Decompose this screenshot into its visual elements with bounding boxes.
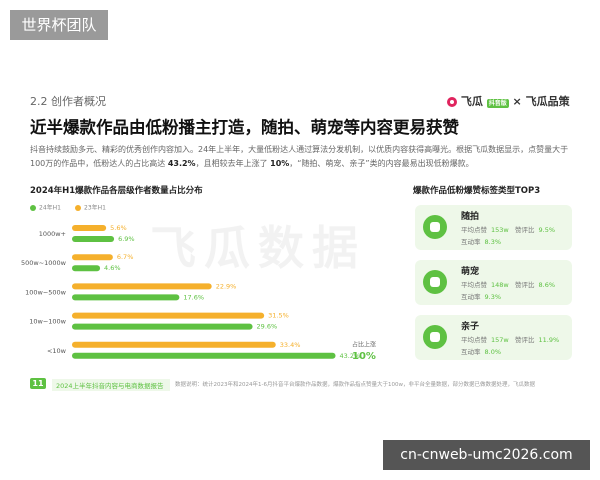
category-label: 100w~500w (25, 288, 67, 296)
tag-card: 萌宠平均点赞 148w 赞评比 8.6% 互动率 9.3% (415, 260, 572, 305)
metric-name: 赞评比 (515, 226, 535, 234)
bar (72, 254, 113, 261)
highlight: 43.2% (167, 159, 196, 168)
title: 近半爆款作品由低粉播主打造，随拍、萌宠等内容更易获赞 (30, 118, 459, 137)
tag-label: 亲子 (461, 322, 480, 332)
value-label: 22.9% (216, 282, 237, 290)
category-label: 1000w+ (39, 230, 66, 238)
metric-value: 9.5% (538, 226, 556, 234)
metric-value: 8.6% (538, 281, 556, 289)
tag-label: 随拍 (461, 212, 480, 222)
metric-name: 互动率 (461, 348, 481, 356)
metric-name: 赞评比 (515, 336, 535, 344)
value-label: 29.6% (257, 323, 278, 331)
legend-label: 23年H1 (84, 204, 106, 212)
value-label: 6.9% (118, 235, 135, 243)
value-label: 6.7% (117, 253, 134, 261)
tag-icon (423, 270, 447, 294)
value-label: 5.6% (110, 224, 127, 232)
tag-card: 随拍平均点赞 153w 赞评比 9.5% 互动率 8.3% (415, 205, 572, 250)
metric-name: 平均点赞 (461, 226, 487, 234)
metric-name: 互动率 (461, 238, 481, 246)
category-label: 500w~1000w (21, 259, 67, 267)
top3-title: 爆款作品低粉爆赞标签类型TOP3 (413, 186, 541, 196)
metric-value: 9.3% (484, 293, 502, 301)
logo: 飞瓜 抖音版 × 飞瓜品策 (447, 93, 570, 109)
metric-name: 互动率 (461, 293, 481, 301)
bar (72, 236, 115, 242)
paragraph: 抖音持续鼓励多元、精彩的优秀创作内容加入。24年上半年，大量低粉达人通过算法分发… (30, 143, 575, 171)
metric: 赞评比 11.9% (515, 334, 559, 344)
footer-note: 数据说明：统计2023年和2024年1-6月抖音平台爆款作品数据，爆款作品指点赞… (175, 382, 535, 388)
tag-label: 萌宠 (461, 267, 480, 277)
logo-icon (447, 97, 457, 107)
logo-badge: 抖音版 (486, 99, 509, 108)
bar (72, 341, 276, 348)
metric-name: 平均点赞 (461, 281, 487, 289)
metric-value: 8.3% (484, 238, 502, 246)
value-label: 31.5% (268, 312, 289, 320)
chart-title: 2024年H1爆款作品各层级作者数量占比分布 (30, 186, 203, 196)
watermark: 世界杯团队 (10, 10, 108, 40)
value-label: 17.6% (183, 293, 204, 301)
legend-dot (30, 205, 36, 211)
report-name: 2024上半年抖音内容与电商数据报告 (52, 379, 170, 391)
tag-icon (423, 215, 447, 239)
text: 抖音持续鼓励多元、精彩的优秀创作内容加入。24年上半年，大量低粉达人通过算法分发… (30, 145, 569, 168)
bar (72, 323, 253, 330)
section: 2.2 创作者概况 (30, 95, 106, 108)
text: ，且相较去年上涨了 (195, 159, 271, 168)
value-label: 4.6% (104, 264, 121, 272)
category-label: 10w~100w (29, 318, 66, 326)
metric: 平均点赞 157w (461, 334, 509, 344)
page-number: 11 (30, 378, 46, 389)
metric-value: 157w (491, 336, 509, 344)
annotation-text: 占比上涨 (352, 341, 376, 349)
background-watermark: 飞瓜数据 (150, 221, 366, 275)
metric-value: 11.9% (538, 336, 560, 344)
category-label: <10w (47, 347, 67, 355)
metric: 平均点赞 148w (461, 279, 509, 289)
metric-name: 赞评比 (515, 281, 535, 289)
bar (72, 225, 107, 231)
metric: 互动率 8.3% (461, 236, 501, 246)
metric: 赞评比 8.6% (515, 279, 555, 289)
annotation-value: 10% (352, 351, 376, 362)
logo-partner: × 飞瓜品策 (512, 95, 570, 108)
metric-value: 8.0% (484, 348, 502, 356)
bar (72, 352, 336, 359)
highlight: 10% (270, 159, 290, 168)
metric: 赞评比 9.5% (515, 224, 555, 234)
site-watermark: cn-cnweb-umc2026.com (383, 440, 590, 470)
metric-value: 148w (491, 281, 509, 289)
value-label: 33.4% (280, 341, 301, 349)
bar (72, 265, 101, 272)
metric: 平均点赞 153w (461, 224, 509, 234)
bar (72, 312, 265, 319)
bar (72, 294, 180, 301)
text: ，“随拍、萌宠、亲子”类的内容最易出现低粉爆款。 (289, 159, 474, 168)
metric: 互动率 8.0% (461, 346, 501, 356)
tag-card: 亲子平均点赞 157w 赞评比 11.9% 互动率 8.0% (415, 315, 572, 360)
bar (72, 283, 212, 290)
legend-label: 24年H1 (39, 204, 61, 212)
metric-value: 153w (491, 226, 509, 234)
logo-brand: 飞瓜 (460, 95, 483, 108)
legend-dot (75, 205, 81, 211)
metric: 互动率 9.3% (461, 291, 501, 301)
value-label: 43.2% (340, 352, 361, 360)
tag-icon (423, 325, 447, 349)
metric-name: 平均点赞 (461, 336, 487, 344)
